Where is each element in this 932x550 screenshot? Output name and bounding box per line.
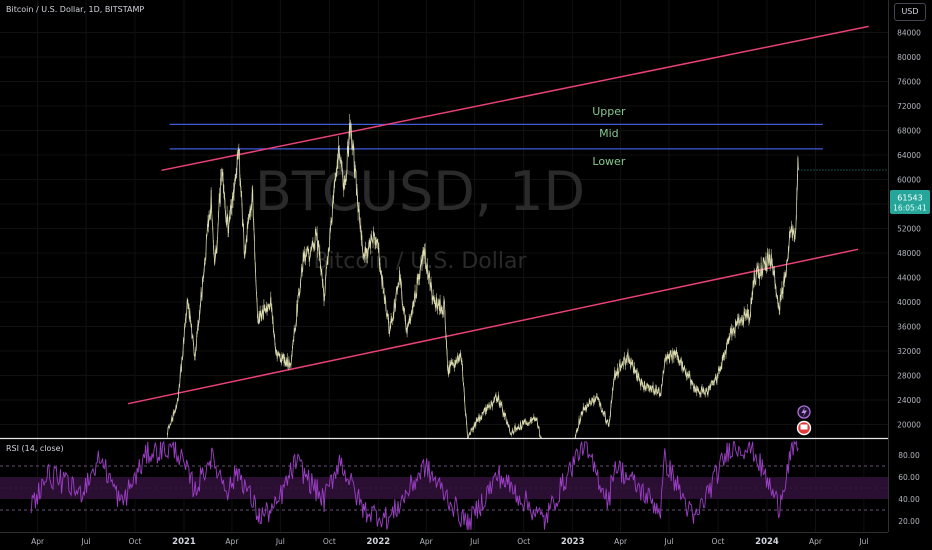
- time-tick-label: Jul: [81, 537, 91, 546]
- zone-label-mid: Mid: [599, 127, 619, 140]
- time-axis[interactable]: Apr Jul Oct 2021 Apr Jul Oct 2022 Apr Jul Oct 2023 A…: [0, 532, 888, 548]
- channel-line-upper[interactable]: [161, 25, 869, 172]
- price-tick-label: 48000: [897, 249, 921, 258]
- lightning-icon: [801, 407, 807, 418]
- zone-labels: Upper Mid Lower: [592, 105, 626, 168]
- price-axis[interactable]: 8400080000760007200068000640006000056000…: [888, 0, 922, 532]
- grid: [0, 0, 888, 532]
- rsi-pane: [0, 440, 888, 530]
- time-tick-label: Apr: [31, 537, 45, 546]
- price-line: [167, 121, 799, 438]
- price-tick-label: 76000: [897, 78, 921, 87]
- rsi-tick-label: 80.00: [898, 451, 920, 460]
- zone-label-upper: Upper: [592, 105, 626, 118]
- price-tick-label: 24000: [897, 396, 921, 405]
- time-tick-label: Oct: [323, 537, 336, 546]
- currency-badge[interactable]: USD: [894, 3, 926, 21]
- price-tick-label: 60000: [897, 176, 921, 185]
- time-tick-label: 2024: [755, 537, 779, 547]
- price-tick-label: 80000: [897, 53, 921, 62]
- price-tick-label: 64000: [897, 151, 921, 160]
- time-tick-label: Oct: [517, 537, 530, 546]
- price-series: [167, 113, 888, 438]
- channel-line-lower[interactable]: [127, 248, 859, 405]
- price-tick-label: 68000: [897, 127, 921, 136]
- time-tick-label: Jul: [275, 537, 285, 546]
- last-price-tag: 61543 16:05:41: [890, 190, 930, 214]
- price-tick-label: 28000: [897, 372, 921, 381]
- price-tick-label: 20000: [897, 421, 921, 430]
- time-tick-label: 2023: [561, 537, 585, 547]
- price-tick-label: 52000: [897, 225, 921, 234]
- price-tick-label: 72000: [897, 102, 921, 111]
- price-tick-label: 84000: [897, 29, 921, 38]
- last-price-countdown: 16:05:41: [893, 204, 927, 213]
- time-tick-label: Jul: [664, 537, 674, 546]
- horizontal-levels: [169, 123, 823, 150]
- channel-lines: [127, 25, 869, 405]
- flag-icon: [800, 424, 808, 430]
- last-price-value: 61543: [897, 194, 922, 203]
- event-markers: [796, 405, 812, 436]
- time-tick-label: Apr: [614, 537, 628, 546]
- zone-label-lower: Lower: [592, 155, 625, 168]
- rsi-axis[interactable]: 80.00 60.00 40.00 20.00: [898, 451, 920, 526]
- rsi-tick-label: 20.00: [898, 517, 920, 526]
- price-tick-label: 32000: [897, 347, 921, 356]
- time-tick-label: Apr: [809, 537, 823, 546]
- time-tick-label: 2022: [366, 537, 390, 547]
- time-tick-label: Apr: [225, 537, 239, 546]
- watermark: BTCUSD, 1D Bitcoin / U.S. Dollar: [255, 160, 585, 274]
- time-tick-label: Oct: [712, 537, 725, 546]
- symbol-title[interactable]: Bitcoin / U.S. Dollar, 1D, BITSTAMP: [6, 5, 145, 14]
- price-tick-label: 44000: [897, 274, 921, 283]
- rsi-tick-label: 60.00: [898, 473, 920, 482]
- watermark-ticker: BTCUSD, 1D: [255, 160, 585, 223]
- time-tick-label: Oct: [129, 537, 142, 546]
- time-tick-label: 2021: [172, 537, 196, 547]
- time-tick-label: Apr: [420, 537, 434, 546]
- price-tick-label: 36000: [897, 323, 921, 332]
- time-tick-label: Jul: [858, 537, 868, 546]
- rsi-tick-label: 40.00: [898, 495, 920, 504]
- price-tick-label: 40000: [897, 298, 921, 307]
- rsi-line: [30, 440, 799, 530]
- rsi-title[interactable]: RSI (14, close): [6, 444, 64, 453]
- time-tick-label: Jul: [469, 537, 479, 546]
